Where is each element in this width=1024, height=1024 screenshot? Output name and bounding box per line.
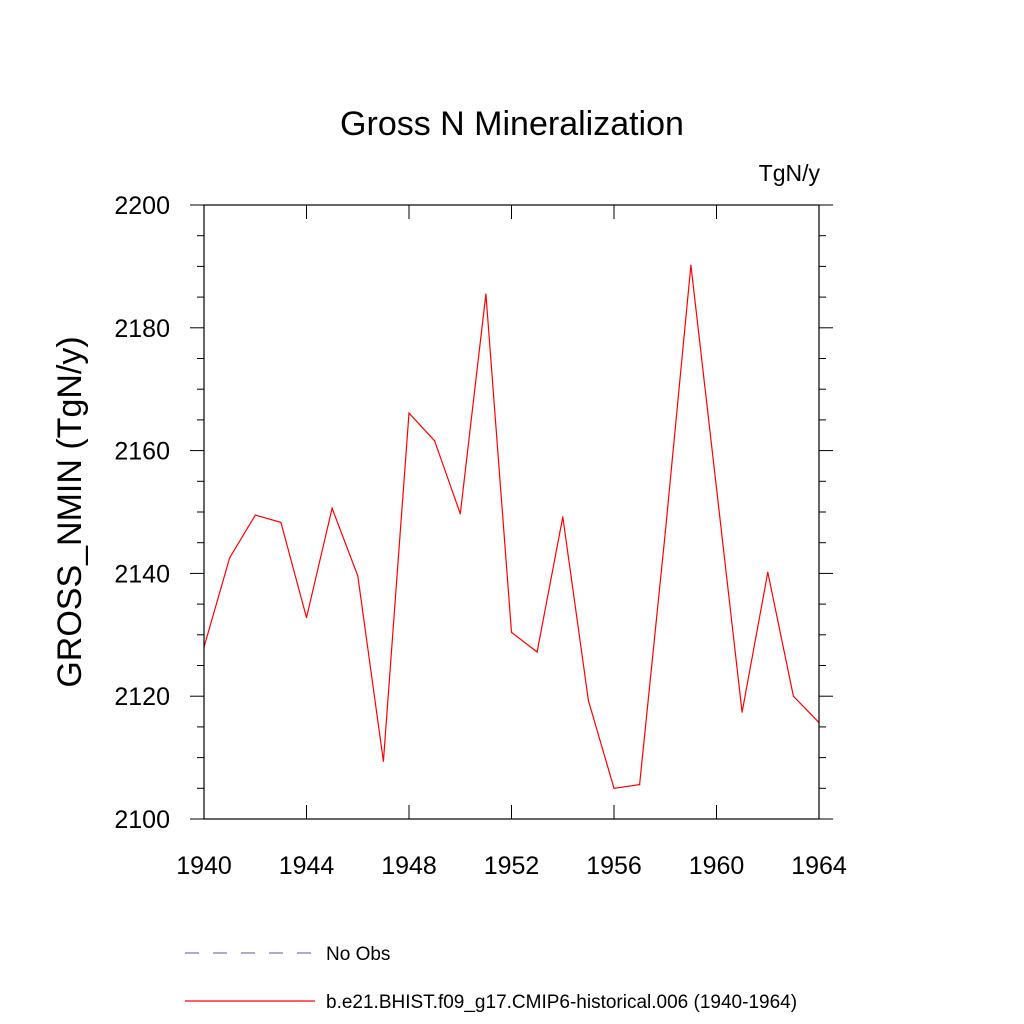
data-point bbox=[613, 787, 615, 789]
data-point bbox=[485, 293, 487, 295]
x-tick-label: 1956 bbox=[586, 852, 642, 880]
data-point bbox=[767, 571, 769, 573]
axes: 1940 1944 1948 1952 1956 1960 1964 2100 2120 2140… bbox=[114, 192, 847, 880]
y-tick-label: 2100 bbox=[114, 806, 170, 834]
x-tick-label: 1940 bbox=[176, 852, 232, 880]
data-point bbox=[741, 711, 743, 713]
legend: No Obs b.e21.BHIST.f09_g17.CMIP6-historic… bbox=[185, 944, 797, 1013]
data-point bbox=[510, 631, 513, 633]
data-point bbox=[639, 784, 641, 786]
data-point bbox=[280, 521, 282, 524]
data-point bbox=[357, 575, 359, 577]
x-tick-label: 1944 bbox=[279, 852, 335, 880]
plot-series bbox=[203, 264, 820, 789]
legend-label: b.e21.BHIST.f09_g17.CMIP6-historical.006… bbox=[326, 992, 797, 1013]
x-tick-label: 1952 bbox=[484, 852, 540, 880]
data-point bbox=[408, 412, 410, 414]
chart-title: Gross N Mineralization bbox=[340, 105, 684, 143]
data-point bbox=[690, 264, 692, 266]
legend-label: No Obs bbox=[326, 944, 390, 965]
data-point bbox=[459, 513, 461, 515]
data-point bbox=[382, 760, 384, 762]
y-axis-label: GROSS_NMIN (TgN/y) bbox=[51, 336, 89, 687]
y-tick-label: 2200 bbox=[114, 192, 170, 220]
data-point bbox=[562, 516, 564, 518]
data-point bbox=[587, 699, 589, 702]
x-tick-label: 1948 bbox=[381, 852, 437, 880]
data-point bbox=[715, 487, 718, 489]
y-tick-label: 2180 bbox=[114, 315, 170, 343]
units-label: TgN/y bbox=[759, 160, 821, 186]
x-tick-label: 1960 bbox=[689, 852, 745, 880]
data-point bbox=[664, 531, 666, 533]
data-point bbox=[254, 514, 256, 516]
data-point bbox=[305, 617, 308, 619]
x-tick-label: 1964 bbox=[791, 852, 847, 880]
data-point bbox=[229, 557, 231, 559]
data-point bbox=[536, 651, 538, 653]
y-tick-label: 2120 bbox=[114, 683, 170, 711]
plot-frame bbox=[203, 204, 820, 820]
data-point bbox=[331, 507, 333, 509]
y-tick-label: 2140 bbox=[114, 560, 170, 588]
series-line bbox=[203, 265, 820, 789]
data-point bbox=[434, 440, 436, 442]
data-point bbox=[792, 695, 794, 697]
y-tick-label: 2160 bbox=[114, 438, 170, 466]
